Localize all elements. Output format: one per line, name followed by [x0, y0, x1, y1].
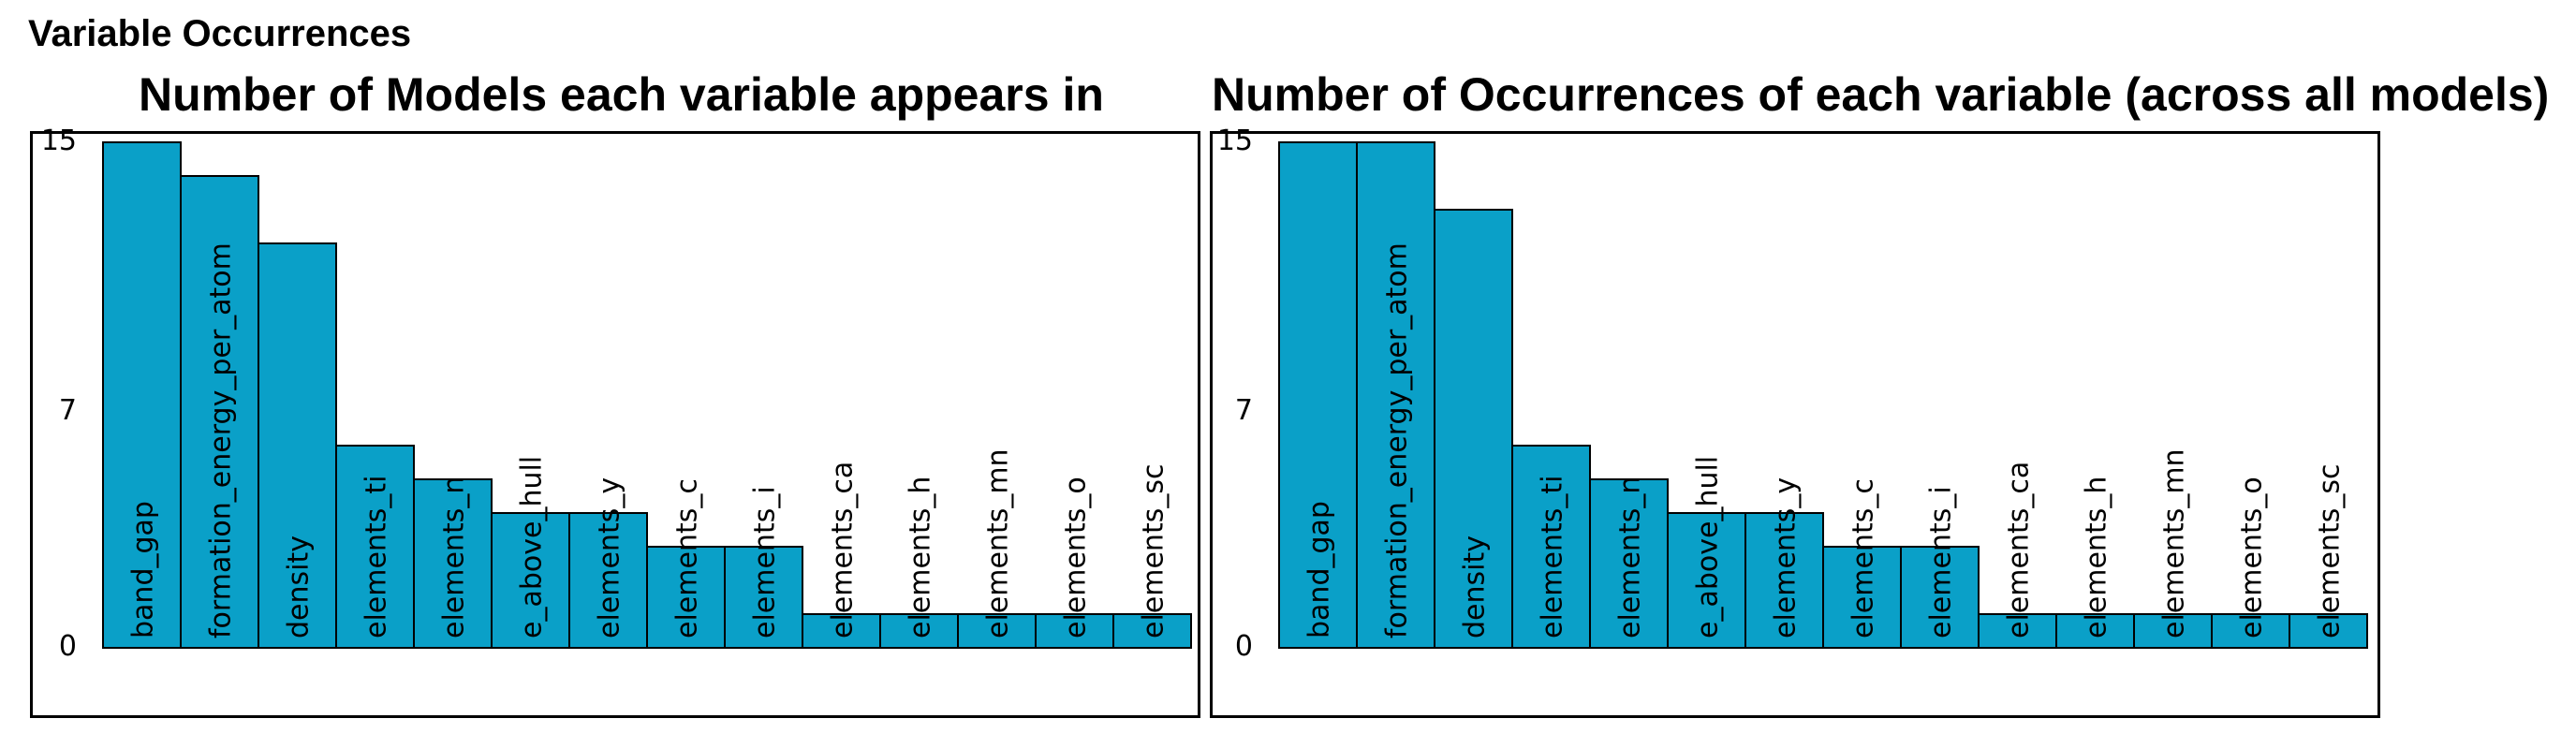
bar	[2133, 613, 2213, 649]
y-tick-label: 7	[1235, 394, 1253, 427]
bar	[1112, 613, 1192, 649]
bar	[335, 445, 415, 649]
x-category-label: elements_y	[594, 477, 626, 638]
bar	[1900, 546, 1980, 649]
x-category-label: elements_n	[1614, 477, 1647, 638]
bar	[1667, 512, 1746, 649]
page-title: Variable Occurrences	[28, 13, 412, 54]
chart-title-occurrences: Number of Occurrences of each variable (…	[1212, 68, 2550, 121]
y-tick-label: 15	[1217, 125, 1253, 157]
y-tick-label: 0	[1235, 630, 1253, 663]
bar	[568, 512, 648, 649]
bar	[102, 141, 182, 649]
bar	[1434, 209, 1513, 649]
x-category-label: elements_c	[671, 478, 704, 638]
x-category-label: density	[283, 535, 316, 638]
bar	[1278, 141, 1358, 649]
x-category-label: elements_ca	[2003, 462, 2036, 638]
chart-title-models: Number of Models each variable appears i…	[139, 68, 1104, 121]
x-category-label: formation_energy_per_atom	[1381, 242, 1414, 638]
bar	[2289, 613, 2368, 649]
x-category-label: elements_i	[1925, 486, 1958, 638]
bar	[724, 546, 803, 649]
bar	[180, 175, 259, 649]
x-category-label: elements_c	[1847, 478, 1880, 638]
y-tick-label: 7	[59, 394, 77, 427]
chart-frame-occurrences	[1210, 131, 2380, 718]
bar	[1356, 141, 1435, 649]
x-category-label: elements_mn	[982, 448, 1015, 638]
bar	[413, 478, 493, 649]
x-category-label: elements_o	[2236, 477, 2269, 638]
x-category-label: elements_n	[438, 477, 471, 638]
x-category-label: e_above_hull	[1692, 456, 1725, 638]
x-category-label: elements_h	[2081, 477, 2113, 638]
x-category-label: density	[1459, 535, 1492, 638]
x-category-label: elements_sc	[1138, 464, 1170, 638]
x-category-label: elements_mn	[2158, 448, 2191, 638]
x-category-label: elements_ti	[361, 476, 393, 638]
x-category-label: e_above_hull	[516, 456, 549, 638]
x-category-label: formation_energy_per_atom	[205, 242, 238, 638]
chart-frame-models	[30, 131, 1200, 718]
x-category-label: elements_h	[905, 477, 937, 638]
bar	[1035, 613, 1114, 649]
x-category-label: elements_ti	[1537, 476, 1569, 638]
x-category-label: elements_i	[749, 486, 782, 638]
bar	[1978, 613, 2057, 649]
x-category-label: elements_o	[1060, 477, 1093, 638]
x-category-label: elements_y	[1770, 477, 1803, 638]
x-category-label: band_gap	[127, 501, 160, 638]
x-category-label: band_gap	[1303, 501, 1336, 638]
x-category-label: elements_sc	[2314, 464, 2347, 638]
y-tick-label: 0	[59, 630, 77, 663]
bar	[2211, 613, 2290, 649]
bar	[258, 242, 337, 649]
bar	[1822, 546, 1902, 649]
bar	[879, 613, 959, 649]
x-category-label: elements_ca	[827, 462, 860, 638]
y-tick-label: 15	[41, 125, 77, 157]
